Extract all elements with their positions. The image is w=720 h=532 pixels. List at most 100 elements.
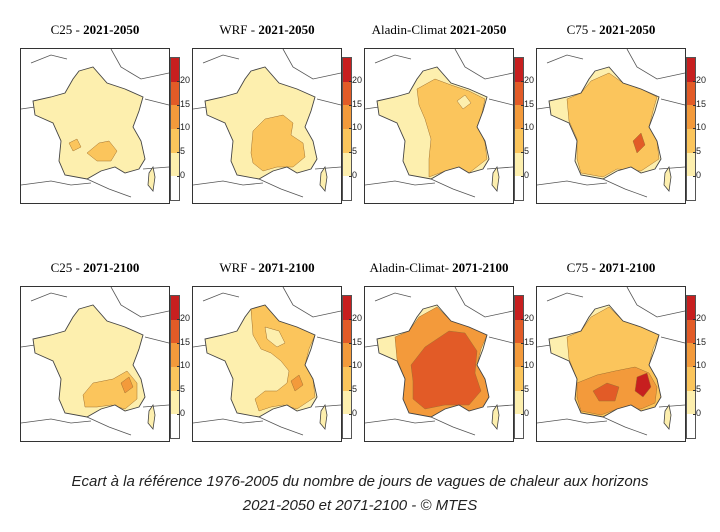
panel-period: 2021-2050	[599, 22, 656, 37]
panel-title: C75 - 2071-2100	[536, 260, 686, 276]
colorbar-segment	[687, 343, 695, 367]
colorbar-tick: 20	[176, 313, 191, 323]
colorbar-segment	[343, 81, 351, 106]
colorbar-tick: 5	[176, 384, 186, 394]
colorbar-segment	[171, 367, 179, 391]
corsica-region	[319, 165, 328, 192]
france-map	[536, 48, 686, 204]
map-svg	[365, 287, 513, 436]
panel-separator: -	[247, 260, 259, 275]
colorbar-segment	[171, 319, 179, 344]
colorbar-tick: 0	[692, 407, 702, 418]
colorbar-tick: 0	[348, 169, 358, 180]
colorbar-segment	[515, 390, 523, 415]
anomaly-zone	[86, 140, 118, 162]
colorbar-tick: 15	[692, 336, 707, 347]
colorbar-segment	[515, 319, 523, 344]
colorbar-tick: 15	[348, 336, 363, 347]
anomaly-zone	[120, 376, 134, 394]
colorbar-tick: 10	[520, 122, 535, 133]
anomaly-zone	[592, 382, 620, 402]
colorbar-segment	[343, 105, 351, 129]
corsica-region	[147, 165, 156, 192]
colorbar-segment	[171, 58, 179, 82]
colorbar-segment	[515, 414, 523, 438]
anomaly-zone	[250, 114, 306, 172]
corsica-region	[147, 403, 156, 430]
panel-period: 2021-2050	[83, 22, 140, 37]
border-lines	[537, 287, 685, 436]
map-panel: C75 - 2021-2050 20 15 10 5 0	[536, 22, 708, 222]
colorbar-segment	[515, 296, 523, 320]
panel-period: 2071-2100	[599, 260, 656, 275]
corsica-region	[491, 403, 500, 430]
map-svg	[537, 49, 685, 198]
colorbar-segment	[687, 390, 695, 415]
map-panel: C25 - 2021-2050 20 15 10 5 0	[20, 22, 192, 222]
colorbar-tick: 0	[520, 407, 530, 418]
panel-title: Aladin-Climat 2021-2050	[364, 22, 514, 38]
panel-model: C25	[50, 260, 73, 275]
colorbar-tick: 0	[520, 169, 530, 180]
caption-line-2: 2021-2050 et 2071-2100 - © MTES	[242, 497, 478, 514]
map-svg	[537, 287, 685, 436]
colorbar-segment	[687, 129, 695, 153]
anomaly-zone	[410, 330, 482, 410]
map-panel: WRF - 2021-2050 20 15 10 5 0	[192, 22, 364, 222]
panel-separator: -	[72, 22, 84, 37]
map-svg	[193, 49, 341, 198]
colorbar-segment	[515, 81, 523, 106]
colorbar-tick: 20	[520, 75, 535, 85]
anomaly-zone	[68, 138, 82, 152]
colorbar-segment	[343, 58, 351, 82]
colorbar-segment	[171, 129, 179, 153]
anomaly-zone	[634, 372, 652, 398]
colorbar-tick: 10	[176, 360, 191, 371]
france-map	[364, 286, 514, 442]
panel-period: 2071-2100	[452, 260, 509, 275]
colorbar-segment	[343, 129, 351, 153]
colorbar-segment	[515, 343, 523, 367]
border-lines	[365, 49, 513, 198]
colorbar-tick: 20	[348, 313, 363, 323]
panel-title: Aladin-Climat- 2071-2100	[364, 260, 514, 276]
colorbar-tick: 5	[348, 146, 358, 156]
panel-model: C75	[566, 260, 589, 275]
colorbar-tick: 15	[348, 98, 363, 109]
france-outline	[548, 66, 662, 180]
panel-model: C25	[50, 22, 73, 37]
border-lines	[365, 287, 513, 436]
panel-separator: -	[72, 260, 84, 275]
france-outline	[376, 304, 490, 418]
colorbar-tick: 0	[176, 169, 186, 180]
france-map	[20, 48, 170, 204]
colorbar-segment	[343, 319, 351, 344]
colorbar-tick: 0	[692, 169, 702, 180]
panel-separator: -	[247, 22, 259, 37]
corsica-region	[491, 165, 500, 192]
panel-period: 2021-2050	[258, 22, 315, 37]
colorbar-tick: 0	[348, 407, 358, 418]
colorbar-tick: 5	[520, 384, 530, 394]
colorbar-tick: 20	[692, 75, 707, 85]
map-panel: C75 - 2071-2100 20 15 10 5 0	[536, 260, 708, 460]
anomaly-zone	[290, 374, 304, 392]
colorbar-segment	[171, 296, 179, 320]
colorbar-segment	[687, 319, 695, 344]
colorbar-tick: 15	[520, 336, 535, 347]
france-map	[192, 48, 342, 204]
colorbar-segment	[343, 343, 351, 367]
colorbar-tick: 15	[176, 98, 191, 109]
map-svg	[21, 287, 169, 436]
colorbar-segment	[343, 296, 351, 320]
colorbar-segment	[515, 152, 523, 177]
border-lines	[537, 49, 685, 198]
colorbar-segment	[343, 414, 351, 438]
france-region	[33, 67, 145, 179]
france-outline	[204, 66, 318, 180]
panel-model: WRF	[219, 260, 248, 275]
france-map	[20, 286, 170, 442]
colorbar-segment	[343, 367, 351, 391]
colorbar-tick: 20	[348, 75, 363, 85]
panel-period: 2071-2100	[258, 260, 315, 275]
